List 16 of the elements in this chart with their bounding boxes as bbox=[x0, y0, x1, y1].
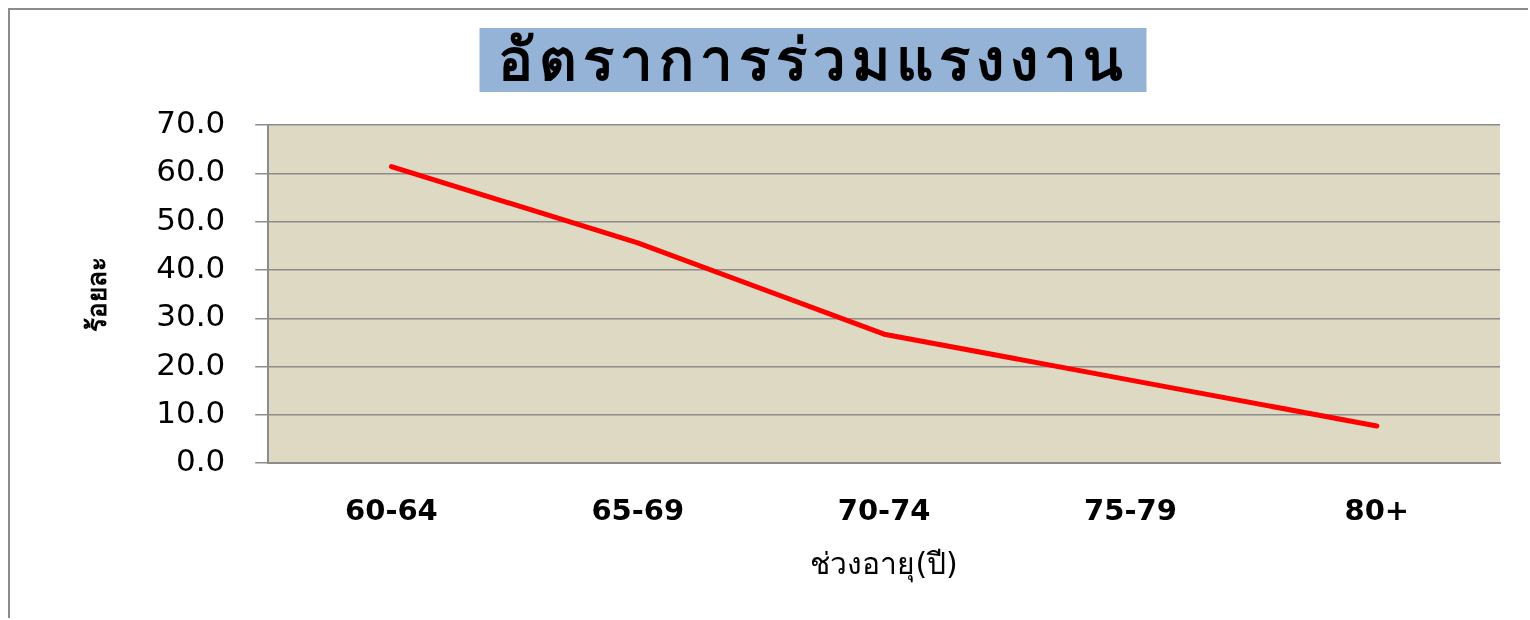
x-tick-label: 60-64 bbox=[345, 493, 438, 528]
y-tick-label: 0.0 bbox=[175, 442, 226, 479]
y-tick-label: 30.0 bbox=[156, 297, 226, 334]
y-tick-label: 60.0 bbox=[156, 152, 226, 189]
y-tick-label: 70.0 bbox=[156, 104, 226, 141]
x-axis-title: ช่วงอายุ(ปี) bbox=[810, 545, 958, 583]
x-tick-label: 70-74 bbox=[837, 493, 931, 528]
x-tick-label: 75-79 bbox=[1084, 493, 1177, 528]
y-axis-title: ร้อยละ bbox=[82, 256, 113, 332]
x-tick-label: 65-69 bbox=[591, 493, 685, 528]
y-tick-label: 10.0 bbox=[156, 393, 226, 430]
x-tick-label: 80+ bbox=[1344, 493, 1410, 528]
y-tick-label: 40.0 bbox=[156, 248, 226, 285]
chart-title: อัตราการร่วมแรงงาน bbox=[479, 26, 1147, 94]
y-tick-label: 20.0 bbox=[156, 345, 226, 382]
y-tick-label: 50.0 bbox=[156, 200, 226, 237]
